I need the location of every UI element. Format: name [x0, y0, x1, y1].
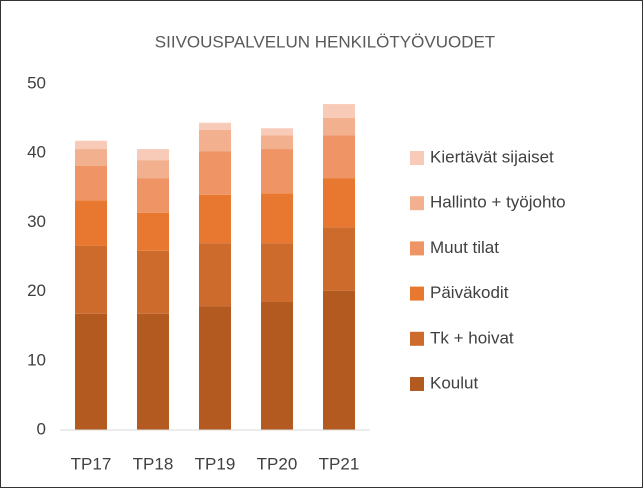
legend-swatch [410, 377, 424, 391]
legend-label: Tk + hoivat [430, 328, 514, 347]
bar-segment [261, 128, 293, 136]
bar-segment [199, 151, 231, 195]
bar-segment [261, 149, 293, 194]
bar-segment [75, 149, 107, 166]
bar-segment [75, 313, 107, 430]
y-tick-label: 20 [27, 281, 46, 300]
y-tick-label: 10 [27, 350, 46, 369]
y-tick-label: 30 [27, 212, 46, 231]
y-tick-label: 40 [27, 143, 46, 162]
bar-segment [199, 194, 231, 244]
bar-segment [323, 135, 355, 179]
bar-segment [137, 313, 169, 430]
bar-segment [261, 135, 293, 150]
legend-swatch [410, 196, 424, 211]
bar-segment [199, 122, 231, 130]
legend-swatch [410, 151, 424, 165]
legend-label: Koulut [430, 373, 478, 392]
x-tick-label: TP18 [133, 454, 174, 473]
bar-segment [137, 160, 169, 179]
y-tick-label: 50 [27, 73, 46, 92]
bar-segment [323, 117, 355, 136]
legend-swatch [410, 286, 424, 301]
bar-segment [75, 165, 107, 201]
bar-segment [323, 178, 355, 228]
legend-swatch [410, 331, 424, 346]
bar-segment [323, 104, 355, 118]
bar-segment [261, 193, 293, 244]
y-tick-label: 0 [37, 419, 46, 438]
bar-segment [199, 306, 231, 430]
x-tick-label: TP21 [319, 454, 360, 473]
bar-segment [75, 245, 107, 314]
bar-segment [199, 243, 231, 307]
legend-swatch [410, 241, 424, 256]
bar-segment [137, 178, 169, 213]
bar-segment [137, 212, 169, 251]
bar-segment [137, 250, 169, 314]
legend-label: Päiväkodit [430, 283, 509, 302]
x-tick-label: TP17 [71, 454, 112, 473]
bar-segment [75, 200, 107, 246]
legend-label: Hallinto + työjohto [430, 193, 566, 212]
x-tick-label: TP20 [257, 454, 298, 473]
x-tick-label: TP19 [195, 454, 236, 473]
bar-segment [323, 227, 355, 291]
bar-segment [261, 243, 293, 302]
bar-segment [199, 129, 231, 152]
legend-label: Kiertävät sijaiset [430, 147, 554, 166]
bar-segment [75, 140, 107, 150]
chart-title: SIIVOUSPALVELUN HENKILÖTYÖVUODET [155, 32, 495, 51]
legend-label: Muut tilat [430, 238, 499, 257]
bar-segment [137, 149, 169, 161]
bar-segment [261, 301, 293, 430]
bar-segment [323, 290, 355, 430]
